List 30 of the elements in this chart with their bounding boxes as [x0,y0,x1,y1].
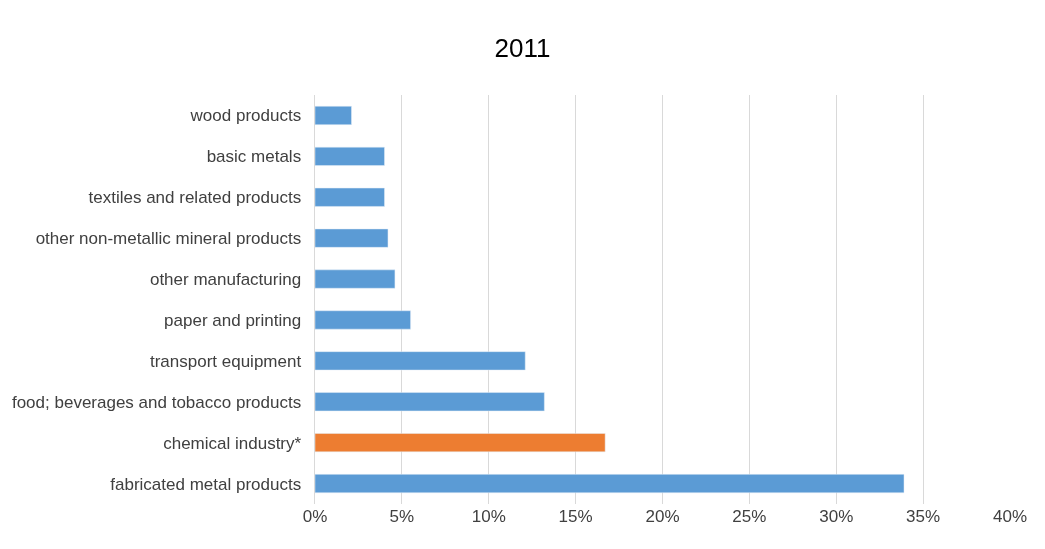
bar [315,146,385,166]
x-tick-label: 5% [389,507,415,526]
bar [315,187,385,207]
x-tick-label: 25% [732,507,767,526]
y-tick-label: basic metals [206,147,311,167]
y-tick-label: chemical industry* [163,433,311,453]
bar [315,310,411,330]
x-tick-label: 35% [906,507,941,526]
chart-title: 2011 [494,32,551,63]
x-tick-label: 10% [471,507,506,526]
y-tick-label: wood products [189,106,311,126]
y-tick-label: paper and printing [164,310,311,330]
bar [315,106,352,125]
bar [315,433,606,453]
bar [315,269,396,289]
y-tick-label: other manufacturing [149,270,311,289]
bar [315,392,545,412]
x-tick-label: 20% [645,507,680,526]
bar [315,474,905,493]
y-tick-label: fabricated metal products [110,474,311,494]
bar [315,351,526,371]
y-tick-label: textiles and related products [88,188,311,208]
x-tick-label: 0% [302,507,328,526]
y-tick-label: food; beverages and tobacco products [11,392,311,412]
x-tick-label: 15% [558,507,593,526]
y-tick-label: transport equipment [149,351,311,371]
x-tick-label: 40% [992,507,1028,526]
x-tick-label: 30% [819,507,854,526]
y-tick-label: other non-metallic mineral products [35,229,311,249]
bar [315,228,389,248]
